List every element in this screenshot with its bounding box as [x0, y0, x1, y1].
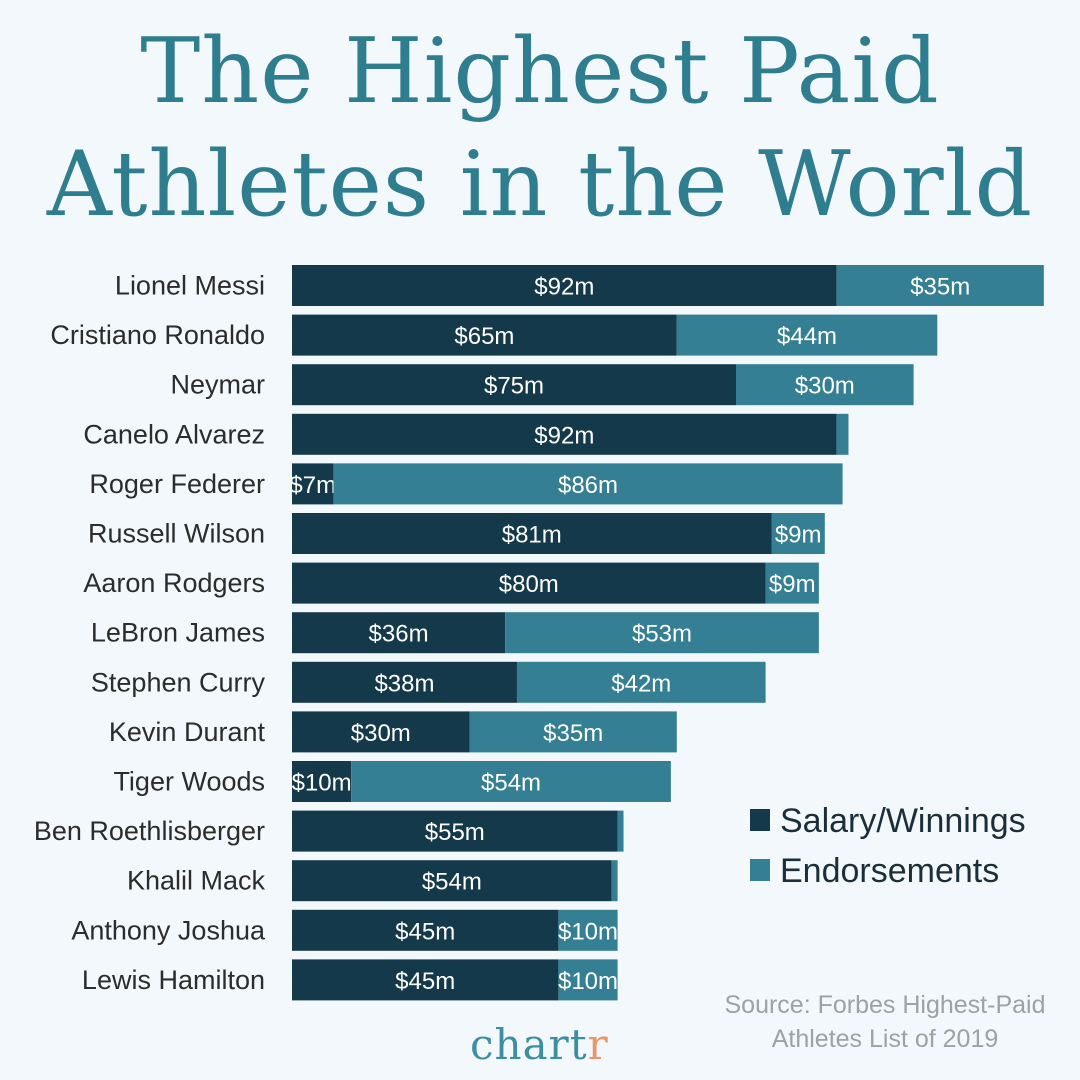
value-label-endorsements-cristiano-ronaldo: $44m	[777, 323, 837, 350]
bar-salary-winnings-tiger-woods	[292, 761, 352, 802]
bar-salary-winnings-russell-wilson	[292, 513, 772, 554]
value-label-endorsements-tiger-woods: $54m	[481, 770, 541, 797]
bar-endorsements-roger-federer	[333, 463, 843, 505]
bar-endorsements-lewis-hamilton	[558, 959, 618, 1001]
value-label-salary-winnings-canelo-alvarez: $92m	[534, 422, 594, 449]
value-label-endorsements-neymar: $30m	[795, 373, 855, 400]
value-label-salary-winnings-lewis-hamilton: $45m	[395, 968, 455, 995]
bar-salary-winnings-kevin-durant	[292, 711, 470, 753]
bar-endorsements-canelo-alvarez	[836, 413, 849, 455]
bar-endorsements-neymar	[736, 364, 914, 406]
category-label-stephen-curry: Stephen Curry	[91, 667, 266, 697]
value-label-endorsements-lionel-messi: $35m	[910, 274, 970, 301]
value-label-salary-winnings-lebron-james: $36m	[369, 621, 429, 648]
source-line-1: Source: Forbes Highest-Paid	[724, 991, 1046, 1019]
value-label-salary-winnings-kevin-durant: $30m	[351, 720, 411, 747]
bar-salary-winnings-aaron-rodgers	[292, 562, 766, 604]
bar-salary-winnings-lewis-hamilton	[292, 959, 559, 1001]
category-label-cristiano-ronaldo: Cristiano Ronaldo	[50, 320, 265, 350]
bar-endorsements-kevin-durant	[469, 711, 677, 753]
bar-endorsements-lebron-james	[505, 612, 819, 654]
bar-salary-winnings-lionel-messi	[292, 265, 837, 306]
value-label-salary-winnings-stephen-curry: $38m	[374, 670, 434, 697]
value-label-endorsements-lewis-hamilton: $10m	[558, 968, 618, 995]
value-label-endorsements-lebron-james: $53m	[632, 621, 692, 648]
brand-accent: r	[587, 1020, 609, 1069]
category-label-anthony-joshua: Anthony Joshua	[71, 915, 266, 945]
bar-endorsements-cristiano-ronaldo	[676, 314, 938, 356]
value-label-endorsements-roger-federer: $86m	[558, 472, 618, 499]
value-label-salary-winnings-russell-wilson: $81m	[502, 522, 562, 549]
bar-salary-winnings-roger-federer	[292, 463, 334, 505]
category-label-kevin-durant: Kevin Durant	[109, 717, 266, 747]
bar-salary-winnings-canelo-alvarez	[292, 413, 837, 455]
category-label-roger-federer: Roger Federer	[89, 469, 265, 499]
bar-salary-winnings-stephen-curry	[292, 661, 517, 703]
bar-salary-winnings-neymar	[292, 364, 736, 406]
brand-main: chart	[470, 1020, 588, 1069]
category-label-lionel-messi: Lionel Messi	[115, 271, 265, 301]
value-label-salary-winnings-lionel-messi: $92m	[534, 274, 594, 301]
bar-endorsements-lionel-messi	[836, 265, 1044, 306]
bar-endorsements-aaron-rodgers	[765, 562, 819, 604]
bar-salary-winnings-anthony-joshua	[292, 909, 559, 951]
bar-endorsements-stephen-curry	[516, 661, 766, 703]
value-label-salary-winnings-neymar: $75m	[484, 373, 544, 400]
value-label-salary-winnings-cristiano-ronaldo: $65m	[454, 323, 514, 350]
legend-label-endorsements: Endorsements	[780, 852, 999, 890]
bar-endorsements-russell-wilson	[771, 513, 825, 554]
value-label-endorsements-aaron-rodgers: $9m	[769, 571, 816, 598]
category-label-tiger-woods: Tiger Woods	[113, 767, 265, 797]
value-label-salary-winnings-khalil-mack: $54m	[422, 869, 482, 896]
bar-salary-winnings-cristiano-ronaldo	[292, 314, 677, 356]
bar-endorsements-ben-roethlisberger	[617, 810, 624, 852]
bar-endorsements-tiger-woods	[351, 761, 671, 802]
bar-salary-winnings-khalil-mack	[292, 860, 612, 902]
bar-salary-winnings-lebron-james	[292, 612, 506, 654]
value-label-endorsements-stephen-curry: $42m	[611, 670, 671, 697]
category-label-khalil-mack: Khalil Mack	[127, 866, 266, 896]
legend-label-salary: Salary/Winnings	[780, 802, 1026, 840]
value-label-salary-winnings-roger-federer: $7m	[289, 472, 336, 499]
chart-title-line-2: Athletes in the World	[46, 132, 1034, 237]
bar-endorsements-anthony-joshua	[558, 909, 618, 951]
category-label-aaron-rodgers: Aaron Rodgers	[83, 568, 265, 598]
category-label-ben-roethlisberger: Ben Roethlisberger	[34, 816, 265, 846]
category-label-russell-wilson: Russell Wilson	[88, 519, 265, 549]
chartr-logo: chartr	[470, 1020, 609, 1069]
value-label-endorsements-kevin-durant: $35m	[543, 720, 603, 747]
value-label-salary-winnings-aaron-rodgers: $80m	[499, 571, 559, 598]
legend: Salary/Winnings Endorsements	[750, 802, 1026, 890]
source-line-2: Athletes List of 2019	[771, 1025, 999, 1053]
value-label-endorsements-russell-wilson: $9m	[775, 522, 822, 549]
legend-swatch-endorsements	[750, 859, 770, 881]
category-label-canelo-alvarez: Canelo Alvarez	[83, 419, 265, 449]
bar-salary-winnings-ben-roethlisberger	[292, 810, 618, 852]
value-label-salary-winnings-ben-roethlisberger: $55m	[425, 819, 485, 846]
source-note: Source: Forbes Highest-Paid Athletes Lis…	[700, 988, 1070, 1056]
category-label-lebron-james: LeBron James	[91, 618, 265, 648]
legend-swatch-salary	[750, 809, 770, 831]
category-label-neymar: Neymar	[170, 370, 265, 400]
value-label-salary-winnings-tiger-woods: $10m	[292, 770, 352, 797]
category-label-lewis-hamilton: Lewis Hamilton	[82, 965, 265, 995]
bar-endorsements-khalil-mack	[611, 860, 618, 902]
value-label-endorsements-anthony-joshua: $10m	[558, 918, 618, 945]
value-label-salary-winnings-anthony-joshua: $45m	[395, 918, 455, 945]
chart-title-line-1: The Highest Paid	[140, 19, 940, 124]
bar-rows: Lionel Messi $92m $35m Cristiano Ronaldo $65…	[34, 265, 1044, 1001]
